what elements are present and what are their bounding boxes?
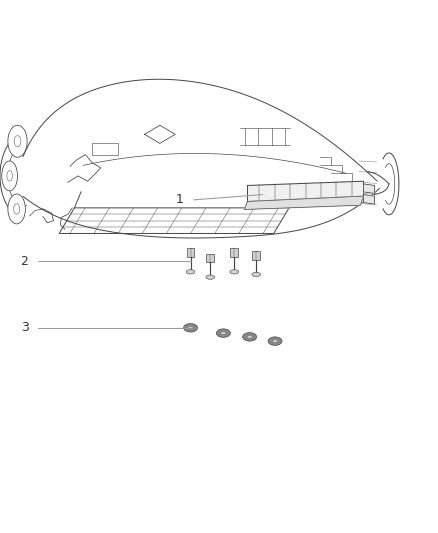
Text: 3: 3 bbox=[21, 321, 28, 334]
Bar bbox=[206, 254, 214, 262]
Ellipse shape bbox=[252, 272, 261, 277]
Ellipse shape bbox=[7, 171, 12, 181]
Ellipse shape bbox=[14, 204, 20, 214]
Bar bbox=[187, 248, 194, 257]
Polygon shape bbox=[247, 181, 364, 201]
Ellipse shape bbox=[243, 333, 257, 341]
Bar bbox=[230, 248, 238, 257]
Ellipse shape bbox=[2, 161, 18, 191]
Ellipse shape bbox=[268, 337, 282, 345]
Ellipse shape bbox=[206, 275, 215, 279]
Ellipse shape bbox=[247, 335, 252, 338]
Polygon shape bbox=[364, 184, 374, 193]
Bar bbox=[252, 251, 260, 260]
Ellipse shape bbox=[8, 194, 25, 224]
Ellipse shape bbox=[221, 332, 226, 335]
Ellipse shape bbox=[272, 340, 278, 343]
Polygon shape bbox=[364, 195, 374, 204]
Bar bbox=[92, 143, 118, 155]
Ellipse shape bbox=[188, 326, 193, 329]
Ellipse shape bbox=[230, 270, 239, 274]
Text: 2: 2 bbox=[21, 255, 28, 268]
Ellipse shape bbox=[216, 329, 230, 337]
Text: 1: 1 bbox=[176, 193, 184, 206]
Ellipse shape bbox=[14, 136, 21, 147]
Polygon shape bbox=[244, 196, 364, 209]
Ellipse shape bbox=[8, 125, 27, 157]
Ellipse shape bbox=[184, 324, 198, 332]
Ellipse shape bbox=[186, 270, 195, 274]
